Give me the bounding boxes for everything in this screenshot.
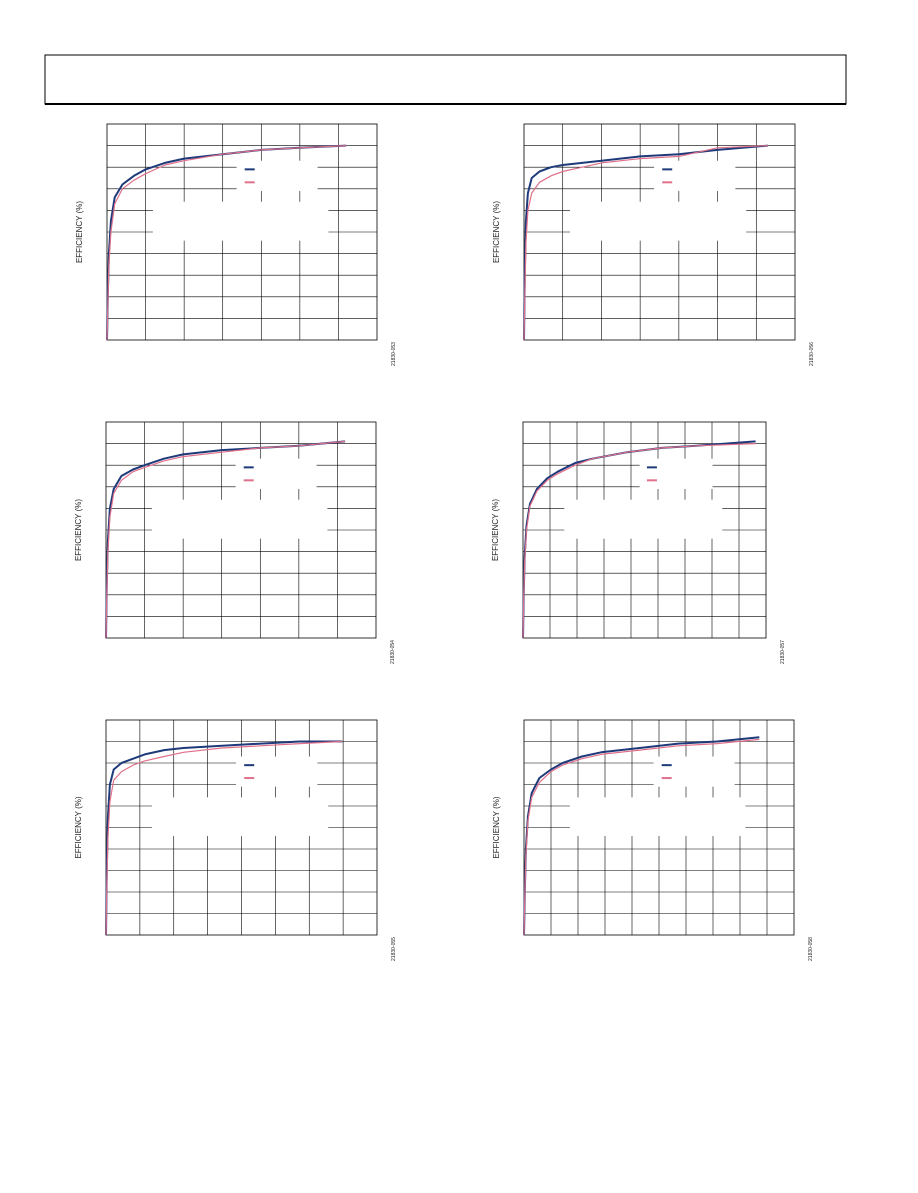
series-line [105, 740, 343, 936]
figure-id: 21830-057 [780, 640, 786, 664]
legend-box [653, 756, 735, 787]
series-line [523, 145, 768, 341]
figure-id: 21830-058 [808, 937, 814, 961]
legend-box [639, 458, 713, 489]
annotation-box [152, 797, 329, 837]
series-line [522, 440, 756, 639]
figure-id: 21830-054 [390, 640, 396, 664]
series-line [522, 443, 756, 639]
chart: EFFICIENCY (%) 21830-054 [74, 421, 396, 664]
annotation-box [564, 499, 723, 539]
figure-id: 21830-053 [391, 342, 397, 366]
figure-id: 21830-055 [391, 937, 397, 961]
series-line [105, 440, 346, 639]
figure-id: 21830-056 [809, 342, 815, 366]
annotation-box [570, 201, 747, 241]
y-axis-label: EFFICIENCY (%) [491, 499, 500, 561]
chart: EFFICIENCY (%) 21830-053 [75, 123, 397, 366]
chart: EFFICIENCY (%) 21830-057 [491, 421, 786, 664]
y-axis-label: EFFICIENCY (%) [492, 201, 501, 263]
annotation-box [151, 499, 328, 539]
legend-box [235, 458, 317, 489]
series-line [523, 144, 768, 341]
chart: EFFICIENCY (%) 21830-056 [492, 123, 815, 366]
chart: EFFICIENCY (%) 21830-055 [74, 719, 397, 961]
y-axis-label: EFFICIENCY (%) [492, 796, 501, 858]
series-line [105, 740, 343, 936]
y-axis-label: EFFICIENCY (%) [75, 201, 84, 263]
y-axis-label: EFFICIENCY (%) [74, 796, 83, 858]
chart: EFFICIENCY (%) 21830-058 [492, 719, 814, 961]
series-line [106, 145, 347, 341]
legend-box [654, 160, 736, 191]
legend-box [236, 756, 318, 787]
annotation-box [152, 201, 329, 241]
series-line [523, 738, 760, 936]
header-box [44, 54, 847, 105]
annotation-box [569, 797, 746, 837]
y-axis-label: EFFICIENCY (%) [74, 499, 83, 561]
legend-box [236, 160, 318, 191]
